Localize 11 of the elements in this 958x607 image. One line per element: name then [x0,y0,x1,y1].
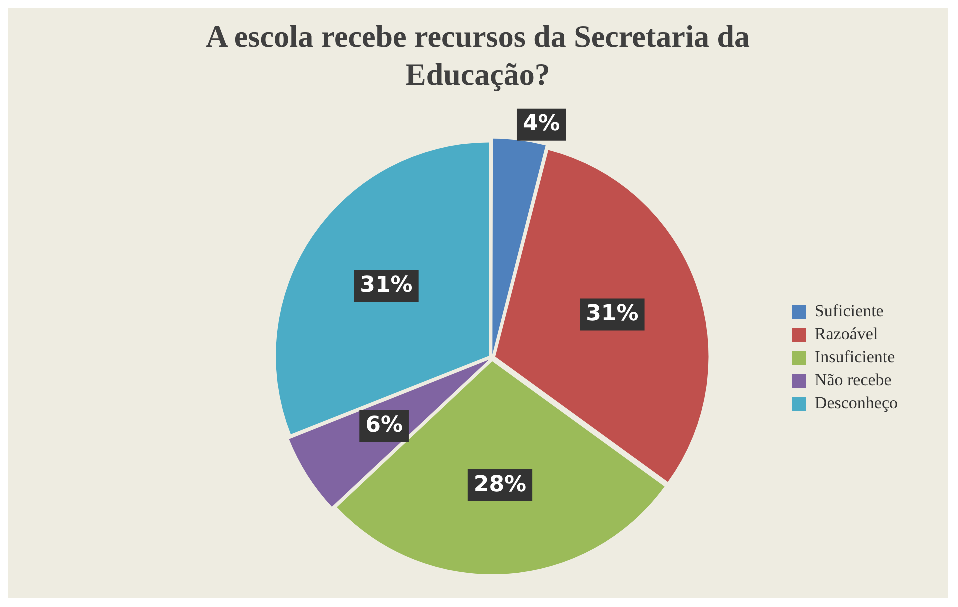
data-label: 31% [586,301,639,326]
legend-label: Desconheço [814,393,898,412]
legend-label: Não recebe [814,370,892,390]
chart-title: A escola recebe recursos da Secretaria da Educação? [204,18,752,94]
data-label: 4% [522,112,560,137]
legend-label: Suficiente [814,301,884,320]
legend-label: Razoável [814,324,878,344]
data-label: 31% [360,272,413,298]
data-label: 6% [366,413,403,438]
data-label: 28% [474,472,527,498]
legend-label: Insuficiente [814,347,896,366]
